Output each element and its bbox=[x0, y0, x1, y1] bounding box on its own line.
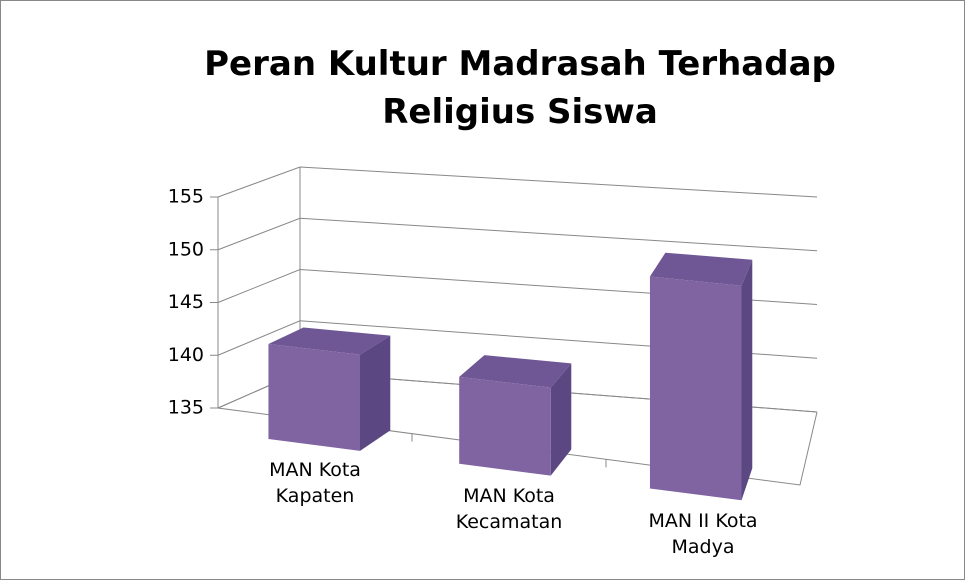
chart-title: Peran Kultur Madrasah Terhadap Religius … bbox=[204, 44, 836, 132]
x-tick-label: MAN II Kota Madya bbox=[648, 510, 758, 559]
bar-side bbox=[741, 259, 753, 501]
bar bbox=[268, 343, 361, 451]
x-tick-label: MAN Kota Kapaten bbox=[269, 458, 361, 507]
grid-line bbox=[217, 166, 818, 198]
x-tick-label: MAN Kota Kecamatan bbox=[455, 484, 563, 533]
grid-line bbox=[217, 320, 818, 359]
y-tick-label: 150 bbox=[168, 238, 204, 260]
y-tick-label: 140 bbox=[168, 344, 204, 366]
grid-line bbox=[217, 268, 818, 305]
y-tick-label: 145 bbox=[168, 291, 204, 313]
bar bbox=[459, 376, 551, 476]
y-tick-label: 135 bbox=[168, 397, 204, 419]
bar-top bbox=[459, 355, 572, 388]
bar bbox=[649, 276, 742, 501]
bar-side bbox=[550, 363, 572, 476]
bar-side bbox=[360, 335, 391, 451]
y-tick-label: 155 bbox=[168, 186, 204, 208]
grid-line bbox=[217, 217, 818, 252]
bar-top bbox=[649, 252, 753, 286]
bar-top bbox=[268, 327, 391, 355]
